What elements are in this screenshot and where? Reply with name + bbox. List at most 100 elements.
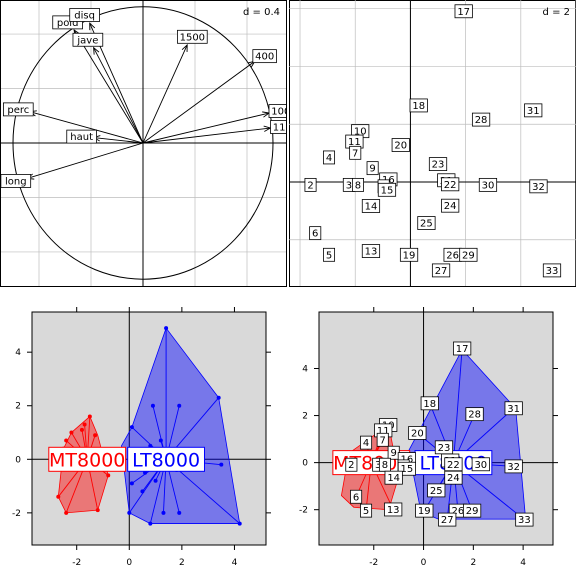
point-label-15-box xyxy=(377,182,397,197)
point xyxy=(158,438,163,443)
point-label-27-box xyxy=(438,512,457,527)
point-label-24-box xyxy=(444,470,463,485)
point-label-25-box xyxy=(427,483,446,498)
x-tick-label: 0 xyxy=(126,558,132,568)
point-label-18-box xyxy=(409,98,428,113)
point-label-9-box xyxy=(366,161,379,176)
point-label-3: 3 xyxy=(346,180,352,191)
scale-note: d = 0.4 xyxy=(243,7,280,18)
x-tick-label: 4 xyxy=(520,558,526,568)
point xyxy=(69,430,74,435)
point-label-19-box xyxy=(415,503,434,518)
point-label-4: 4 xyxy=(326,153,332,164)
point-label-32: 32 xyxy=(507,462,520,473)
point xyxy=(237,521,242,526)
point-label-20: 20 xyxy=(394,141,407,152)
point-label-19: 19 xyxy=(403,250,416,261)
point xyxy=(93,433,98,438)
y-tick-label: 2 xyxy=(302,412,308,422)
point-label-28-box xyxy=(471,112,491,127)
vector-label-perc: perc xyxy=(7,105,29,116)
point-label-15: 15 xyxy=(401,464,414,475)
point-label-27: 27 xyxy=(441,515,454,526)
point-label-29-box xyxy=(462,503,482,518)
vector-label-100-box xyxy=(268,104,286,118)
point xyxy=(127,510,132,515)
point-label-11: 11 xyxy=(348,137,361,148)
y-tick-label: 0 xyxy=(15,455,21,465)
point-label-2-box xyxy=(345,457,358,472)
point xyxy=(140,489,145,494)
point-label-30: 30 xyxy=(474,460,487,471)
point-label-2: 2 xyxy=(348,460,354,471)
point-label-25: 25 xyxy=(430,486,443,497)
point-label-17-box xyxy=(453,341,472,356)
vector-label-disq: disq xyxy=(74,10,95,21)
point-label-25: 25 xyxy=(420,219,433,230)
point xyxy=(219,462,224,467)
point-label-10: 10 xyxy=(354,127,367,138)
point-label-13: 13 xyxy=(387,505,400,516)
vector-label-400: 400 xyxy=(255,52,274,63)
point-label-3: 3 xyxy=(375,460,381,471)
labeled-groups-scatter-panel: -2024-2024MT8000LT8000171831281011207423… xyxy=(299,307,558,568)
point-label-5: 5 xyxy=(363,506,369,517)
vector-haut xyxy=(93,137,144,144)
point xyxy=(177,403,182,408)
point xyxy=(64,438,69,443)
point-label-30-box xyxy=(471,457,490,472)
point xyxy=(164,326,169,331)
point-label-14-box xyxy=(384,470,403,485)
point xyxy=(95,508,100,513)
point xyxy=(129,425,134,430)
point-label-29: 29 xyxy=(462,250,475,261)
point-label-7: 7 xyxy=(352,148,358,159)
point-label-29: 29 xyxy=(466,506,479,517)
point-label-17-box xyxy=(454,4,473,19)
point-label-33: 33 xyxy=(546,266,559,277)
point-label-14: 14 xyxy=(365,201,378,212)
point-label-20: 20 xyxy=(411,428,424,439)
point-label-25-box xyxy=(417,216,436,230)
point-label-8: 8 xyxy=(355,180,361,191)
point-label-4-box xyxy=(323,150,336,165)
point-label-18-box xyxy=(420,396,439,411)
point-label-23: 23 xyxy=(438,443,451,454)
vector-poid xyxy=(73,29,144,144)
point-label-5-box xyxy=(360,503,373,518)
point-label-26: 26 xyxy=(452,506,465,517)
group-label-LT8000: LT8000 xyxy=(132,449,200,471)
point-label-20-box xyxy=(408,426,427,440)
vector-label-haut: haut xyxy=(70,132,93,143)
vector-100 xyxy=(142,112,270,144)
point-label-15: 15 xyxy=(381,185,394,196)
point-label-8-box xyxy=(351,177,364,192)
point-label-28-box xyxy=(465,407,484,422)
scale-note: d = 2 xyxy=(543,7,570,18)
point-label-6-box xyxy=(350,489,363,504)
point-label-32-box xyxy=(504,459,523,474)
arrowhead-disq xyxy=(89,22,96,31)
y-tick-label: -2 xyxy=(12,509,21,519)
x-tick-label: 0 xyxy=(421,558,427,568)
point-label-17: 17 xyxy=(456,344,469,355)
point-label-5: 5 xyxy=(326,250,332,261)
point-label-9: 9 xyxy=(369,164,375,175)
x-tick-label: 2 xyxy=(179,558,185,568)
point-label-27-box xyxy=(431,263,451,278)
point xyxy=(148,521,153,526)
x-tick-label: -2 xyxy=(72,558,81,568)
vector-label-long: long xyxy=(5,176,27,187)
point xyxy=(87,414,92,419)
vector-label-1500-box xyxy=(177,29,208,44)
x-tick-label: 2 xyxy=(470,558,476,568)
vector-110 xyxy=(142,127,271,144)
point-label-9: 9 xyxy=(390,448,396,459)
point-label-18: 18 xyxy=(423,399,436,410)
vector-perc xyxy=(29,111,144,144)
point-label-20-box xyxy=(391,138,410,152)
point-label-31-box xyxy=(504,401,523,416)
vector-label-perc-box xyxy=(2,102,34,117)
point-label-2: 2 xyxy=(307,180,313,191)
vector-400 xyxy=(142,60,256,144)
